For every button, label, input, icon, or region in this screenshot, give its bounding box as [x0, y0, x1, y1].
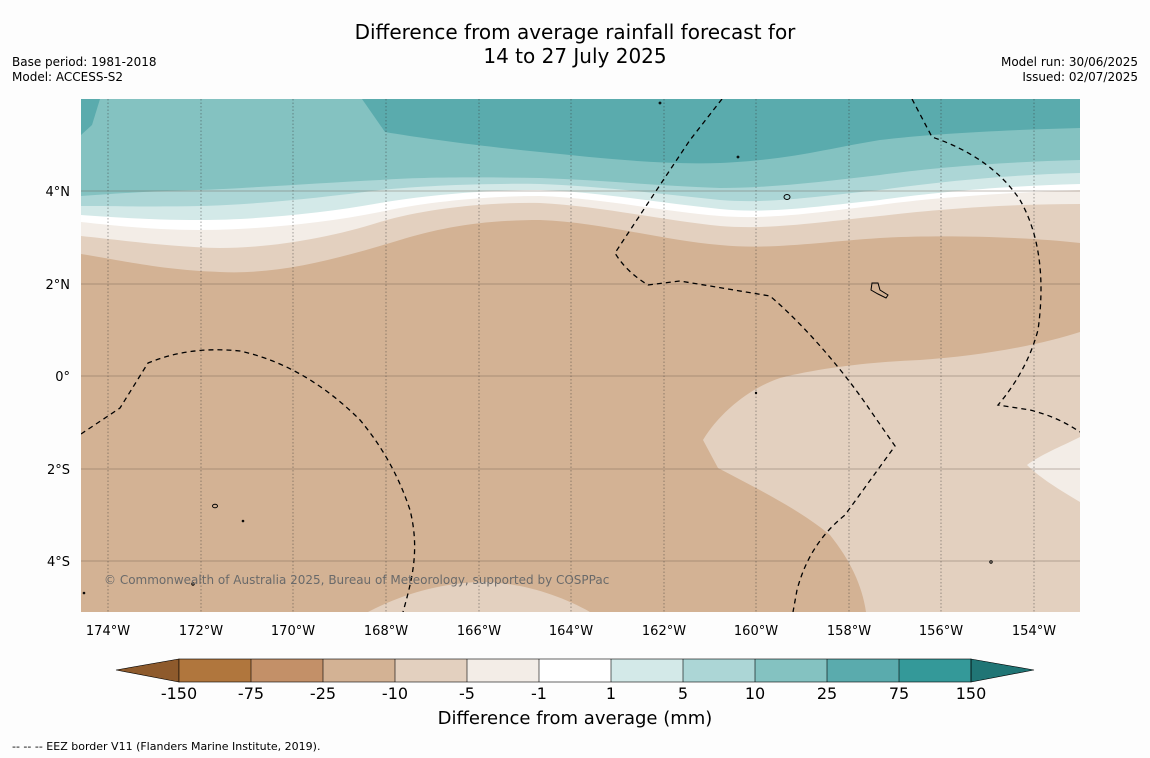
- svg-text:-25: -25: [310, 684, 336, 700]
- island-4: [241, 519, 245, 523]
- base-period: Base period: 1981-2018: [12, 55, 157, 69]
- island-3: [212, 503, 218, 509]
- issued-date: Issued: 02/07/2025: [1022, 70, 1138, 84]
- island-8: [736, 155, 740, 159]
- svg-text:75: 75: [889, 684, 909, 700]
- colorbar-swatch-dry-75-25: [251, 659, 323, 682]
- meta-right: Model run: 30/06/2025 Issued: 02/07/2025: [1001, 55, 1138, 85]
- svg-text:2°N: 2°N: [46, 278, 71, 293]
- svg-text:-5: -5: [459, 684, 475, 700]
- colorbar-swatch-wet-75-150: [899, 659, 971, 682]
- svg-text:160°W: 160°W: [734, 624, 778, 639]
- svg-text:-150: -150: [161, 684, 197, 700]
- shade-wet-25-75-corner: [81, 99, 100, 135]
- latitude-labels: 4°N 2°N 0° 2°S 4°S: [46, 185, 71, 570]
- svg-text:4°S: 4°S: [47, 555, 70, 570]
- island-6: [989, 560, 993, 564]
- svg-text:25: 25: [817, 684, 837, 700]
- eez-border-east: [911, 99, 1080, 433]
- colorbar-swatch-wet-10-25: [755, 659, 827, 682]
- svg-text:164°W: 164°W: [549, 624, 593, 639]
- model-run: Model run: 30/06/2025: [1000, 55, 1138, 69]
- svg-text:1: 1: [606, 684, 616, 700]
- colorbar-swatch-wet-25-75: [827, 659, 899, 682]
- islands: [82, 101, 993, 595]
- shade-dry-10-5-south: [703, 332, 1080, 612]
- colorbar-wet-extreme: [970, 658, 1035, 683]
- svg-text:174°W: 174°W: [86, 624, 130, 639]
- svg-text:154°W: 154°W: [1012, 624, 1056, 639]
- colorbar-dry-extreme: [115, 658, 180, 683]
- eez-border-central: [614, 99, 896, 612]
- longitude-labels: 174°W 172°W 170°W 168°W 166°W 164°W 162°…: [86, 624, 1056, 639]
- model-name: Model: ACCESS-S2: [12, 70, 124, 84]
- eez-footnote: -- -- -- EEZ border V11 (Flanders Marine…: [12, 740, 321, 753]
- title-line-1: Difference from average rainfall forecas…: [354, 20, 796, 44]
- latitude-lines: [81, 190, 1080, 562]
- eez-borders: [81, 99, 1080, 612]
- eez-border-west: [81, 349, 416, 612]
- svg-text:0°: 0°: [55, 370, 70, 385]
- colorbar-swatch-dry-10-5: [395, 659, 467, 682]
- svg-text:2°S: 2°S: [47, 463, 70, 478]
- svg-text:158°W: 158°W: [827, 624, 871, 639]
- colorbar-swatch-dry-5-1: [467, 659, 539, 682]
- svg-text:162°W: 162°W: [642, 624, 686, 639]
- svg-text:-75: -75: [238, 684, 264, 700]
- colorbar-label: Difference from average (mm): [437, 708, 713, 729]
- shade-dry-5-1-south: [1027, 437, 1080, 502]
- island-7: [658, 101, 662, 105]
- svg-text:166°W: 166°W: [457, 624, 501, 639]
- svg-text:5: 5: [678, 684, 688, 700]
- svg-text:4°N: 4°N: [46, 185, 71, 200]
- svg-text:168°W: 168°W: [364, 624, 408, 639]
- island-5: [191, 582, 195, 586]
- svg-text:-1: -1: [531, 684, 547, 700]
- colorbar-swatch-dry-25-10: [323, 659, 395, 682]
- island-10: [82, 591, 86, 595]
- colorbar-ticks: -150 -75 -25 -10 -5 -1 1 5 10 25 75 150: [161, 684, 986, 700]
- title-line-2: 14 to 27 July 2025: [483, 44, 667, 68]
- graticule: [107, 99, 1035, 612]
- colorbar-swatch-wet-1-5: [611, 659, 683, 682]
- island-1: [783, 194, 791, 200]
- map-title: Difference from average rainfall forecas…: [0, 20, 1150, 68]
- meta-left: Base period: 1981-2018 Model: ACCESS-S2: [12, 55, 157, 85]
- colorbar: -150 -75 -25 -10 -5 -1 1 5 10 25 75 150: [115, 658, 1035, 700]
- shade-wet-25-75: [362, 99, 1080, 164]
- svg-text:156°W: 156°W: [919, 624, 963, 639]
- island-9: [754, 391, 758, 395]
- svg-text:150: 150: [956, 684, 987, 700]
- colorbar-swatch-neutral: [539, 659, 611, 682]
- map-area: © Commonwealth of Australia 2025, Bureau…: [81, 99, 1080, 612]
- colorbar-swatch-wet-5-10: [683, 659, 755, 682]
- map-figure: © Commonwealth of Australia 2025, Bureau…: [46, 99, 1080, 700]
- svg-text:-10: -10: [382, 684, 408, 700]
- svg-text:170°W: 170°W: [271, 624, 315, 639]
- svg-text:10: 10: [745, 684, 765, 700]
- island-2: [870, 282, 889, 299]
- colorbar-swatch-dry-150-75: [179, 659, 251, 682]
- svg-text:172°W: 172°W: [179, 624, 223, 639]
- copyright-notice: © Commonwealth of Australia 2025, Bureau…: [104, 573, 609, 587]
